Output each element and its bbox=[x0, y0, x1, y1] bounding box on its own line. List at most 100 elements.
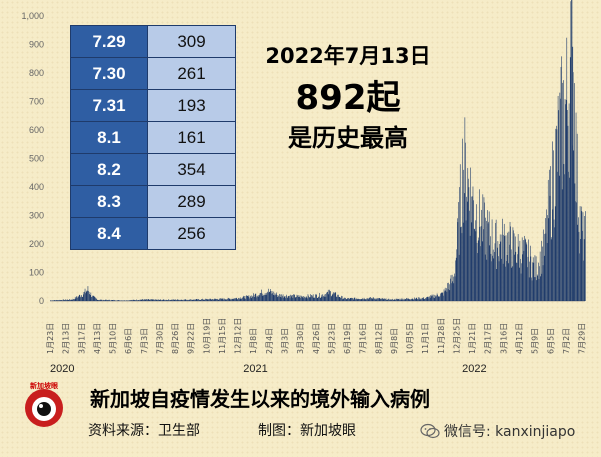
daily-case-bar bbox=[577, 224, 579, 301]
daily-case-bar bbox=[502, 263, 504, 301]
daily-case-bar bbox=[506, 255, 508, 301]
daily-case-bar bbox=[61, 300, 63, 301]
daily-case-bar bbox=[457, 218, 458, 301]
daily-case-bar bbox=[406, 297, 407, 301]
daily-case-bar bbox=[449, 290, 451, 301]
wechat-id: 微信号: kanxinjiapo bbox=[420, 421, 575, 441]
daily-case-bar bbox=[219, 299, 220, 301]
daily-case-bar bbox=[459, 164, 461, 301]
daily-case-bar bbox=[515, 251, 517, 301]
daily-case-bar bbox=[85, 293, 86, 301]
daily-case-bar bbox=[245, 295, 247, 301]
x-tick-label: 1月23日 bbox=[46, 323, 55, 354]
daily-case-bar bbox=[133, 299, 134, 301]
daily-case-bar bbox=[419, 297, 421, 301]
daily-case-bar bbox=[337, 296, 339, 301]
daily-case-bar bbox=[298, 296, 299, 301]
table-value-cell: 309 bbox=[147, 25, 236, 58]
daily-case-bar bbox=[68, 300, 70, 301]
table-date-cell: 8.1 bbox=[70, 121, 148, 154]
daily-case-bar bbox=[259, 295, 260, 301]
daily-case-bar bbox=[139, 299, 141, 301]
table-value-cell: 261 bbox=[147, 57, 236, 90]
daily-case-bar bbox=[440, 293, 442, 301]
daily-case-bar bbox=[370, 297, 371, 301]
daily-case-bar bbox=[583, 239, 585, 301]
daily-case-bar bbox=[94, 296, 96, 301]
daily-case-bar bbox=[492, 255, 493, 301]
daily-case-bar bbox=[138, 299, 140, 301]
daily-case-bar bbox=[564, 174, 565, 301]
daily-case-bar bbox=[353, 299, 354, 301]
daily-case-bar bbox=[59, 299, 60, 301]
daily-case-bar bbox=[299, 295, 301, 301]
daily-case-bar bbox=[384, 298, 385, 301]
daily-case-bar bbox=[422, 297, 423, 301]
daily-case-bar bbox=[337, 294, 338, 301]
daily-case-bar bbox=[429, 296, 430, 301]
daily-case-bar bbox=[253, 294, 255, 301]
daily-case-bar bbox=[308, 297, 310, 301]
daily-case-bar bbox=[534, 277, 535, 301]
daily-case-bar bbox=[222, 299, 224, 301]
daily-case-bar bbox=[442, 292, 444, 301]
daily-case-bar bbox=[455, 260, 456, 301]
daily-case-bar bbox=[316, 297, 318, 301]
daily-case-bar bbox=[407, 298, 408, 301]
daily-case-bar bbox=[316, 294, 317, 301]
daily-case-bar bbox=[211, 299, 213, 301]
daily-case-bar bbox=[463, 193, 465, 301]
daily-case-bar bbox=[216, 298, 218, 301]
daily-case-bar bbox=[553, 150, 554, 301]
daily-case-bar bbox=[479, 189, 480, 301]
daily-case-bar bbox=[174, 299, 176, 301]
daily-case-bar bbox=[447, 289, 449, 301]
daily-case-bar bbox=[274, 295, 275, 301]
daily-case-bar bbox=[375, 299, 377, 301]
daily-case-bar bbox=[551, 141, 553, 301]
daily-case-bar bbox=[513, 233, 515, 301]
daily-case-bar bbox=[89, 295, 91, 301]
daily-case-bar bbox=[258, 296, 260, 301]
daily-case-bar bbox=[383, 299, 385, 301]
daily-case-bar bbox=[204, 299, 205, 301]
daily-case-bar bbox=[149, 299, 150, 301]
daily-case-bar bbox=[272, 295, 274, 301]
daily-case-bar bbox=[286, 296, 288, 301]
daily-case-bar bbox=[351, 297, 352, 301]
daily-case-bar bbox=[356, 298, 358, 301]
daily-case-bar bbox=[304, 296, 306, 301]
daily-case-bar bbox=[297, 295, 298, 301]
daily-case-bar bbox=[455, 257, 457, 301]
daily-case-bar bbox=[547, 215, 548, 301]
daily-case-bar bbox=[550, 166, 551, 301]
daily-case-bar bbox=[452, 281, 454, 301]
daily-case-bar bbox=[320, 296, 322, 301]
y-tick-label: 900 bbox=[29, 40, 44, 50]
daily-case-bar bbox=[142, 299, 143, 301]
peak-bar bbox=[572, 46, 574, 301]
daily-case-bar bbox=[404, 299, 405, 301]
daily-case-bar bbox=[100, 299, 101, 301]
x-tick-label: 7月29日 bbox=[578, 323, 587, 354]
daily-case-bar bbox=[503, 223, 505, 301]
daily-case-bar bbox=[559, 92, 561, 302]
daily-case-bar bbox=[548, 218, 550, 301]
daily-case-bar bbox=[411, 299, 413, 301]
daily-case-bar bbox=[80, 296, 82, 301]
daily-case-bar bbox=[322, 296, 324, 301]
daily-case-bar bbox=[238, 297, 240, 301]
daily-case-bar bbox=[385, 298, 386, 301]
daily-case-bar bbox=[346, 299, 348, 301]
daily-case-bar bbox=[134, 300, 136, 301]
daily-case-bar bbox=[386, 300, 388, 301]
daily-case-bar bbox=[242, 296, 244, 301]
daily-case-bar bbox=[331, 294, 333, 301]
daily-case-bar bbox=[293, 294, 295, 301]
x-tick-label: 6月6日 bbox=[124, 328, 133, 354]
daily-case-bar bbox=[560, 98, 561, 301]
daily-case-bar bbox=[323, 295, 324, 301]
daily-case-bar bbox=[382, 298, 384, 301]
wechat-label: 微信号: kanxinjiapo bbox=[444, 424, 576, 440]
daily-case-bar bbox=[504, 236, 506, 301]
